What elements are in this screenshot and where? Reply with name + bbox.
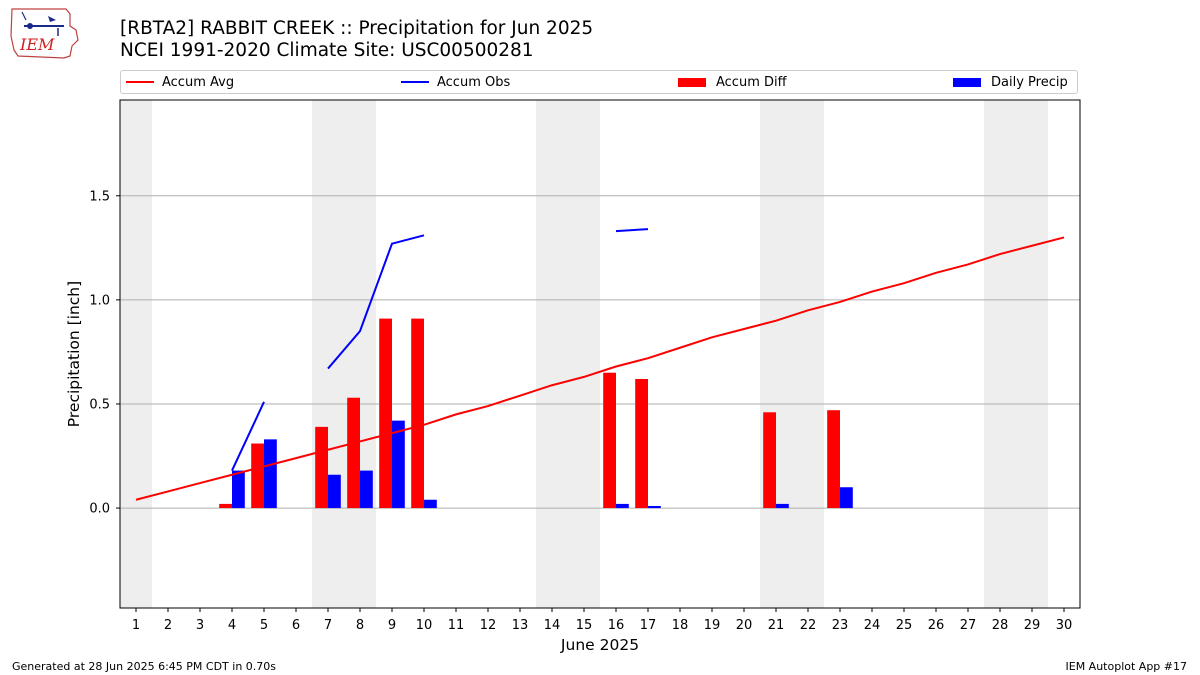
accum-diff-bar xyxy=(379,318,392,509)
weekend-shade-day-1 xyxy=(120,100,152,608)
x-tick-label: 14 xyxy=(544,618,561,633)
x-tick-label: 11 xyxy=(448,618,465,633)
x-tick-label: 6 xyxy=(292,618,300,633)
x-tick-label: 30 xyxy=(1056,618,1073,633)
footer-generated-text: Generated at 28 Jun 2025 6:45 PM CDT in … xyxy=(12,660,277,673)
x-tick-label: 17 xyxy=(640,618,657,633)
x-tick-label: 9 xyxy=(388,618,396,633)
x-tick-label: 25 xyxy=(896,618,913,633)
x-tick-label: 27 xyxy=(960,618,977,633)
daily-precip-bar xyxy=(232,470,245,509)
plot-area-frame xyxy=(119,99,1081,609)
x-tick-label: 22 xyxy=(800,618,817,633)
x-axis-label: June 2025 xyxy=(560,636,639,654)
daily-precip-bar xyxy=(392,420,405,509)
legend-item-daily-precip: Daily Precip xyxy=(953,71,1068,93)
x-tick-label: 19 xyxy=(704,618,721,633)
daily-precip-bar xyxy=(328,474,341,509)
x-tick-label: 8 xyxy=(356,618,364,633)
x-tick-label: 12 xyxy=(480,618,497,633)
x-tick-label: 28 xyxy=(992,618,1009,633)
footer-app-text: IEM Autoplot App #17 xyxy=(1065,660,1188,673)
x-tick-label: 15 xyxy=(576,618,593,633)
daily-precip-bar xyxy=(840,487,853,509)
chart-legend: Accum Avg Accum Obs Accum Diff Daily Pre… xyxy=(120,70,1078,94)
x-tick-label: 13 xyxy=(512,618,529,633)
legend-label-accum-obs: Accum Obs xyxy=(437,74,511,90)
y-tick-label: 0.0 xyxy=(89,502,110,517)
accum-obs-line xyxy=(615,228,649,233)
accum-obs-line xyxy=(231,401,265,472)
daily-precip-bar xyxy=(264,439,277,509)
daily-precip-bar xyxy=(616,503,629,509)
weekend-shade-day-22 xyxy=(792,100,824,608)
x-tick-label: 18 xyxy=(672,618,689,633)
legend-label-daily-precip: Daily Precip xyxy=(991,74,1068,90)
x-tick-label: 16 xyxy=(608,618,625,633)
x-tick-label: 5 xyxy=(260,618,268,633)
x-tick-label: 10 xyxy=(416,618,433,633)
daily-precip-bar xyxy=(360,470,373,509)
accum-diff-bar xyxy=(219,503,232,509)
daily-precip-bar xyxy=(424,499,437,509)
weekend-shade-day-7 xyxy=(312,100,344,608)
legend-swatch-accum-diff xyxy=(678,77,706,87)
accum-diff-bar xyxy=(763,412,776,509)
x-tick-label: 24 xyxy=(864,618,881,633)
x-tick-label: 2 xyxy=(164,618,172,633)
weekend-shade-day-15 xyxy=(568,100,600,608)
y-tick-label: 1.0 xyxy=(89,293,110,308)
daily-precip-bar xyxy=(648,505,661,509)
x-tick-label: 26 xyxy=(928,618,945,633)
legend-item-accum-diff: Accum Diff xyxy=(678,71,787,93)
y-axis-label: Precipitation [inch] xyxy=(65,281,83,427)
weekend-shade-day-28 xyxy=(984,100,1016,608)
accum-diff-bar xyxy=(827,410,840,509)
y-tick-label: 0.5 xyxy=(89,397,110,412)
accum-obs-line xyxy=(327,234,425,370)
accum-diff-bar xyxy=(347,397,360,509)
x-tick-label: 23 xyxy=(832,618,849,633)
iem-logo: IEM xyxy=(10,8,79,59)
x-tick-label: 20 xyxy=(736,618,753,633)
x-tick-label: 21 xyxy=(768,618,785,633)
accum-diff-bar xyxy=(603,372,616,509)
chart-title: [RBTA2] RABBIT CREEK :: Precipitation fo… xyxy=(120,18,594,39)
daily-precip-bar xyxy=(776,503,789,509)
legend-swatch-daily-precip xyxy=(953,77,981,87)
x-tick-label: 4 xyxy=(228,618,236,633)
legend-swatch-accum-obs xyxy=(401,81,429,83)
x-tick-label: 3 xyxy=(196,618,204,633)
x-tick-label: 29 xyxy=(1024,618,1041,633)
legend-label-accum-diff: Accum Diff xyxy=(716,74,787,90)
accum-avg-line xyxy=(135,236,1065,501)
x-tick-label: 7 xyxy=(324,618,332,633)
accum-diff-bar xyxy=(411,318,424,509)
legend-label-accum-avg: Accum Avg xyxy=(162,74,235,90)
legend-swatch-accum-avg xyxy=(126,81,154,83)
weekend-shade-day-29 xyxy=(1016,100,1048,608)
accum-diff-bar xyxy=(251,443,264,509)
logo-text: IEM xyxy=(19,35,55,54)
y-tick-label: 1.5 xyxy=(89,189,110,204)
accum-diff-bar xyxy=(635,378,648,509)
weekend-shade-day-21 xyxy=(760,100,792,608)
accum-diff-bar xyxy=(315,426,328,509)
weekend-shade-day-8 xyxy=(344,100,376,608)
chart-subtitle: NCEI 1991-2020 Climate Site: USC00500281 xyxy=(120,40,534,61)
x-tick-label: 1 xyxy=(132,618,140,633)
weekend-shade-day-14 xyxy=(536,100,568,608)
legend-item-accum-obs: Accum Obs xyxy=(401,71,510,93)
legend-item-accum-avg: Accum Avg xyxy=(126,71,234,93)
